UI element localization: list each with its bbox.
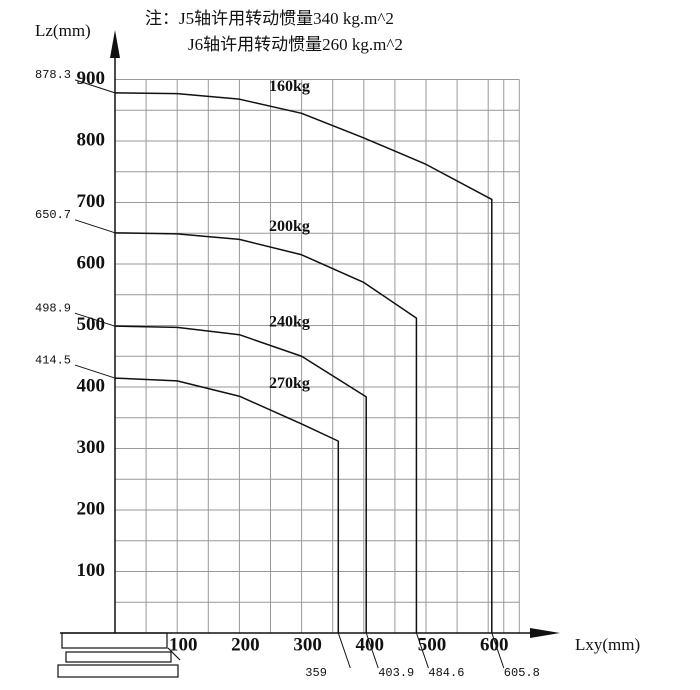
x-axis-label: Lxy(mm) [575,635,640,654]
y-tick-label: 100 [77,560,106,581]
end-annotation: 403.9 [378,666,414,680]
leader-line [74,79,116,94]
leader-line [491,632,505,669]
x-tick-label: 300 [293,634,322,655]
note: 注：J5轴许用转动惯量340 kg.m^2 [145,9,394,28]
y-arrow [110,30,120,58]
y-axis-label: Lz(mm) [35,21,91,40]
series-label: 160kg [269,78,310,95]
y-tick-label: 600 [77,252,106,273]
x-tick-label: 100 [169,634,198,655]
leader-line [74,219,116,234]
start-annotation: 878.3 [35,68,71,82]
leader-line [74,364,116,379]
y-tick-label: 500 [77,314,106,335]
load-curve [114,92,493,633]
leader-line [365,632,379,669]
x-tick-label: 200 [231,634,260,655]
start-annotation: 498.9 [35,301,71,315]
y-tick-label: 400 [77,375,106,396]
y-tick-label: 300 [77,437,106,458]
end-annotation: 484.6 [428,666,464,680]
leader-line [337,632,351,669]
y-tick-label: 200 [77,498,106,519]
series-label: 240kg [269,313,310,330]
end-annotation: 605.8 [504,666,540,680]
y-tick-label: 800 [77,129,106,150]
start-annotation: 414.5 [35,353,71,367]
x-tick-label: 600 [480,634,509,655]
leader-line [415,632,429,669]
x-tick-label: 500 [418,634,447,655]
y-tick-label: 900 [77,68,106,89]
series-label: 200kg [269,218,310,235]
load-curve [114,377,340,633]
note: J6轴许用转动惯量260 kg.m^2 [188,35,403,54]
leader-line [74,312,116,327]
x-arrow [530,628,560,638]
robot-base [57,632,181,678]
series-label: 270kg [269,375,310,392]
load-curve [114,232,418,633]
start-annotation: 650.7 [35,208,71,222]
end-annotation: 359 [305,666,327,680]
y-tick-label: 700 [77,191,106,212]
load-curve [114,325,367,633]
